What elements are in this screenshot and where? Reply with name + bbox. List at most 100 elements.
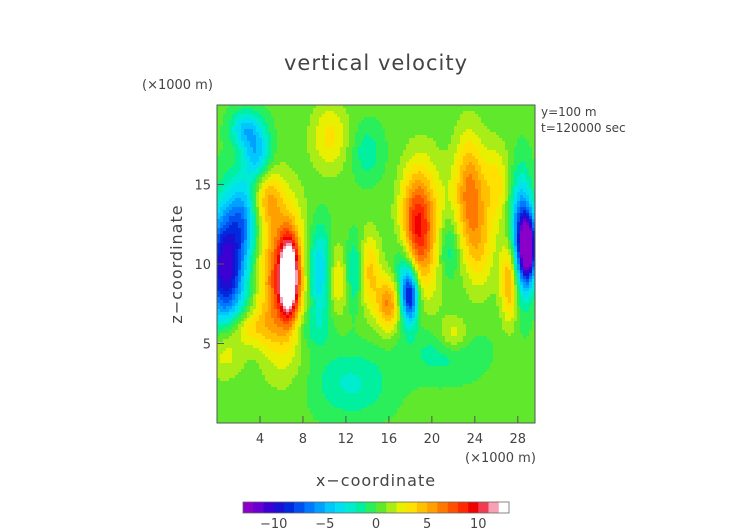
heatmap-cell bbox=[436, 204, 440, 208]
heatmap-cell bbox=[394, 144, 398, 148]
heatmap-cell bbox=[433, 150, 437, 154]
heatmap-cell bbox=[268, 171, 272, 175]
heatmap-cell bbox=[367, 114, 371, 118]
heatmap-cell bbox=[373, 201, 377, 205]
heatmap-cell bbox=[505, 216, 509, 220]
heatmap-cell bbox=[490, 198, 494, 202]
heatmap-cell bbox=[487, 153, 491, 157]
heatmap-cell bbox=[391, 225, 395, 229]
heatmap-cell bbox=[442, 105, 446, 109]
heatmap-cell bbox=[520, 234, 524, 238]
heatmap-cell bbox=[232, 144, 236, 148]
heatmap-cell bbox=[460, 168, 464, 172]
heatmap-cell bbox=[331, 195, 335, 199]
heatmap-cell bbox=[511, 111, 515, 115]
heatmap-cell bbox=[259, 216, 263, 220]
heatmap-cell bbox=[373, 114, 377, 118]
heatmap-cell bbox=[397, 180, 401, 184]
heatmap-cell bbox=[295, 147, 299, 151]
heatmap-cell bbox=[451, 168, 455, 172]
heatmap-cell bbox=[232, 228, 236, 232]
heatmap-cell bbox=[349, 141, 353, 145]
heatmap-cell bbox=[352, 126, 356, 130]
heatmap-cell bbox=[343, 189, 347, 193]
heatmap-cell bbox=[271, 111, 275, 115]
heatmap-cell bbox=[328, 135, 332, 139]
heatmap-cell bbox=[451, 207, 455, 211]
heatmap-cell bbox=[370, 123, 374, 127]
heatmap-cell bbox=[451, 210, 455, 214]
heatmap-cell bbox=[508, 222, 512, 226]
heatmap-cell bbox=[334, 141, 338, 145]
heatmap-cell bbox=[433, 114, 437, 118]
heatmap-cell bbox=[283, 114, 287, 118]
heatmap-cell bbox=[223, 111, 227, 115]
heatmap-cell bbox=[388, 183, 392, 187]
heatmap-cell bbox=[508, 234, 512, 238]
heatmap-cell bbox=[352, 204, 356, 208]
heatmap-cell bbox=[403, 147, 407, 151]
heatmap-cell bbox=[385, 129, 389, 133]
heatmap-cell bbox=[391, 111, 395, 115]
heatmap-cell bbox=[472, 180, 476, 184]
heatmap-cell bbox=[262, 114, 266, 118]
heatmap-cell bbox=[367, 213, 371, 217]
heatmap-cell bbox=[271, 147, 275, 151]
heatmap-cell bbox=[514, 168, 518, 172]
heatmap-cell bbox=[307, 171, 311, 175]
heatmap-cell bbox=[424, 165, 428, 169]
heatmap-cell bbox=[244, 240, 248, 244]
heatmap-cell bbox=[334, 117, 338, 121]
heatmap-cell bbox=[427, 210, 431, 214]
heatmap-cell bbox=[376, 129, 380, 133]
heatmap-cell bbox=[247, 210, 251, 214]
heatmap-cell bbox=[304, 225, 308, 229]
heatmap-cell bbox=[400, 165, 404, 169]
heatmap-cell bbox=[295, 129, 299, 133]
heatmap-cell bbox=[388, 198, 392, 202]
heatmap-cell bbox=[265, 174, 269, 178]
heatmap-cell bbox=[499, 129, 503, 133]
heatmap-cell bbox=[529, 228, 533, 232]
heatmap-cell bbox=[340, 195, 344, 199]
heatmap-cell bbox=[262, 192, 266, 196]
heatmap-cell bbox=[325, 219, 329, 223]
heatmap-cell bbox=[334, 195, 338, 199]
heatmap-cell bbox=[511, 195, 515, 199]
heatmap-cell bbox=[436, 168, 440, 172]
heatmap-cell bbox=[397, 108, 401, 112]
heatmap-cell bbox=[223, 135, 227, 139]
heatmap-cell bbox=[319, 105, 323, 109]
heatmap-cell bbox=[295, 195, 299, 199]
heatmap-cell bbox=[232, 150, 236, 154]
heatmap-cell bbox=[493, 243, 497, 247]
heatmap-cell bbox=[514, 237, 518, 241]
heatmap-cell bbox=[280, 165, 284, 169]
heatmap-cell bbox=[331, 126, 335, 130]
heatmap-cell bbox=[367, 234, 371, 238]
heatmap-cell bbox=[244, 177, 248, 181]
heatmap-cell bbox=[280, 108, 284, 112]
heatmap-cell bbox=[415, 189, 419, 193]
heatmap-cell bbox=[340, 138, 344, 142]
heatmap-cell bbox=[472, 111, 476, 115]
heatmap-cell bbox=[376, 105, 380, 109]
heatmap-cell bbox=[250, 180, 254, 184]
heatmap-cell bbox=[277, 201, 281, 205]
heatmap-cell bbox=[406, 111, 410, 115]
heatmap-cell bbox=[442, 222, 446, 226]
heatmap-cell bbox=[217, 192, 221, 196]
heatmap-cell bbox=[514, 138, 518, 142]
heatmap-cell bbox=[385, 165, 389, 169]
heatmap-cell bbox=[331, 150, 335, 154]
heatmap-cell bbox=[466, 105, 470, 109]
heatmap-cell bbox=[424, 138, 428, 142]
heatmap-cell bbox=[295, 204, 299, 208]
heatmap-cell bbox=[361, 225, 365, 229]
heatmap-cell bbox=[355, 198, 359, 202]
heatmap-cell bbox=[460, 204, 464, 208]
heatmap-cell bbox=[283, 222, 287, 226]
heatmap-cell bbox=[268, 114, 272, 118]
heatmap-cell bbox=[532, 141, 536, 145]
heatmap-cell bbox=[235, 168, 239, 172]
